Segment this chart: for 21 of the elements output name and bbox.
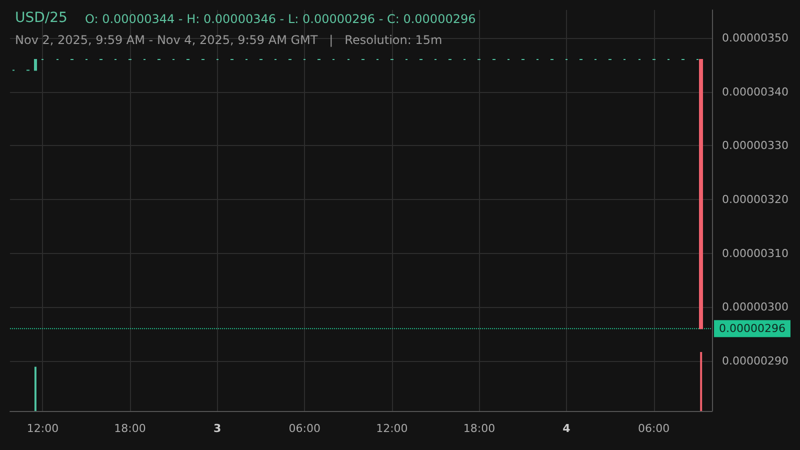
- chart-title: USD/25: [15, 10, 68, 26]
- x-tick-label: 3: [214, 422, 222, 435]
- y-tick-label: 0.00000320: [722, 192, 788, 206]
- y-tick-label: 0.00000300: [722, 300, 788, 314]
- x-tick-label: 06:00: [288, 422, 320, 435]
- candlestick: [34, 59, 37, 71]
- text: Nov 2, 2025, 9:59 AM - Nov 4, 2025, 9:59 AM GMT | Resolution: 15m: [15, 33, 442, 47]
- y-tick-label: 0.00000340: [722, 85, 788, 98]
- x-tick-label: 4: [562, 422, 571, 435]
- x-tick-label: 12:00: [376, 422, 408, 435]
- x-tick-label: 06:00: [638, 422, 670, 435]
- x-tick-label: 18:00: [463, 422, 496, 435]
- y-tick-label: 0.00000290: [722, 354, 788, 368]
- annotation: O: 0.00000344 - H: 0.00000346 - L: 0.00000296 - C: 0.00000296: [85, 12, 476, 26]
- x-tick-label: 18:00: [114, 422, 146, 435]
- candlestick: [699, 59, 703, 330]
- y-tick-label: 0.00000310: [722, 246, 788, 260]
- y-tick-label: 0.00000350: [722, 31, 788, 44]
- x-tick-label: 12:00: [26, 422, 59, 435]
- y-tick-label: 0.00000330: [722, 139, 788, 152]
- ref-line-label: 0.00000296: [719, 322, 786, 336]
